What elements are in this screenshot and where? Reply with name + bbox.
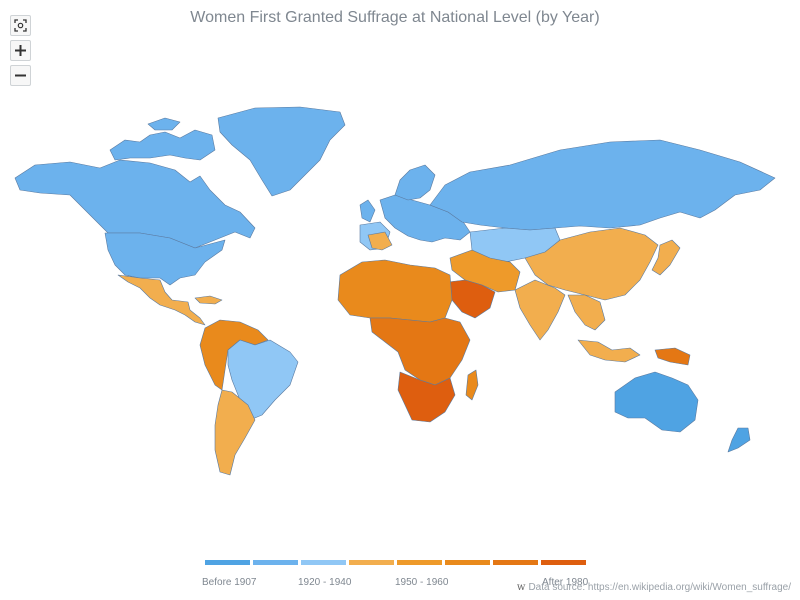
legend-labels: Before 1907 1920 - 1940 1950 - 1960 Afte… <box>202 577 589 593</box>
legend-swatch-5[interactable] <box>397 560 442 565</box>
data-source-credit[interactable]: w Data source: https://en.wikipedia.org/w… <box>517 582 791 593</box>
page-title: Women First Granted Suffrage at National… <box>190 9 600 26</box>
legend-label-after-1980: After 1980 <box>542 577 589 588</box>
region-southern-cone[interactable] <box>214 389 256 476</box>
plus-icon <box>15 45 26 56</box>
region-europe[interactable] <box>379 194 471 243</box>
region-southern-europe[interactable] <box>367 231 393 251</box>
region-papua[interactable] <box>654 347 691 366</box>
region-indonesia[interactable] <box>577 339 641 363</box>
region-mexico-central-america[interactable] <box>117 274 206 326</box>
region-china[interactable] <box>524 227 659 301</box>
legend-swatch-6[interactable] <box>445 560 490 565</box>
legend-swatch-3[interactable] <box>301 560 346 565</box>
legend-label-1920-1940: 1920 - 1940 <box>298 577 352 588</box>
region-australia[interactable] <box>614 371 699 433</box>
region-scandinavia[interactable] <box>394 164 436 201</box>
zoom-reset-button[interactable] <box>10 15 31 36</box>
zoom-out-button[interactable] <box>10 65 31 86</box>
fit-to-screen-icon <box>14 19 27 32</box>
region-arctic-island-small[interactable] <box>147 117 181 131</box>
legend-label-1950-1960: 1950 - 1960 <box>395 577 449 588</box>
legend-swatch-8[interactable] <box>541 560 586 565</box>
zoom-controls <box>10 15 31 90</box>
region-madagascar[interactable] <box>465 369 479 401</box>
region-north-africa[interactable] <box>337 259 453 323</box>
legend-swatch-7[interactable] <box>493 560 538 565</box>
region-arctic-islands[interactable] <box>109 129 216 161</box>
legend-label-before-1907: Before 1907 <box>202 577 257 588</box>
minus-icon <box>15 74 26 77</box>
region-caribbean[interactable] <box>194 295 223 305</box>
region-new-zealand[interactable] <box>727 427 751 453</box>
region-japan[interactable] <box>651 239 681 276</box>
region-arabia[interactable] <box>447 279 496 319</box>
data-source-text: Data source: https://en.wikipedia.org/wi… <box>528 582 791 593</box>
region-russia[interactable] <box>429 139 776 231</box>
region-north-america[interactable] <box>14 159 256 249</box>
wikipedia-logo: w <box>516 582 526 593</box>
region-brazil[interactable] <box>227 339 299 421</box>
region-uk[interactable] <box>359 199 376 223</box>
region-southern-africa[interactable] <box>397 371 456 423</box>
region-greenland[interactable] <box>217 106 346 197</box>
region-southeast-asia[interactable] <box>567 294 606 331</box>
legend-swatch-1[interactable] <box>205 560 250 565</box>
legend-color-bar <box>205 560 587 565</box>
region-central-africa[interactable] <box>369 317 471 386</box>
region-india[interactable] <box>514 279 566 341</box>
legend-swatch-2[interactable] <box>253 560 298 565</box>
legend-swatch-4[interactable] <box>349 560 394 565</box>
zoom-in-button[interactable] <box>10 40 31 61</box>
region-usa[interactable] <box>104 232 226 286</box>
color-legend: Before 1907 1920 - 1940 1950 - 1960 Afte… <box>202 560 589 593</box>
